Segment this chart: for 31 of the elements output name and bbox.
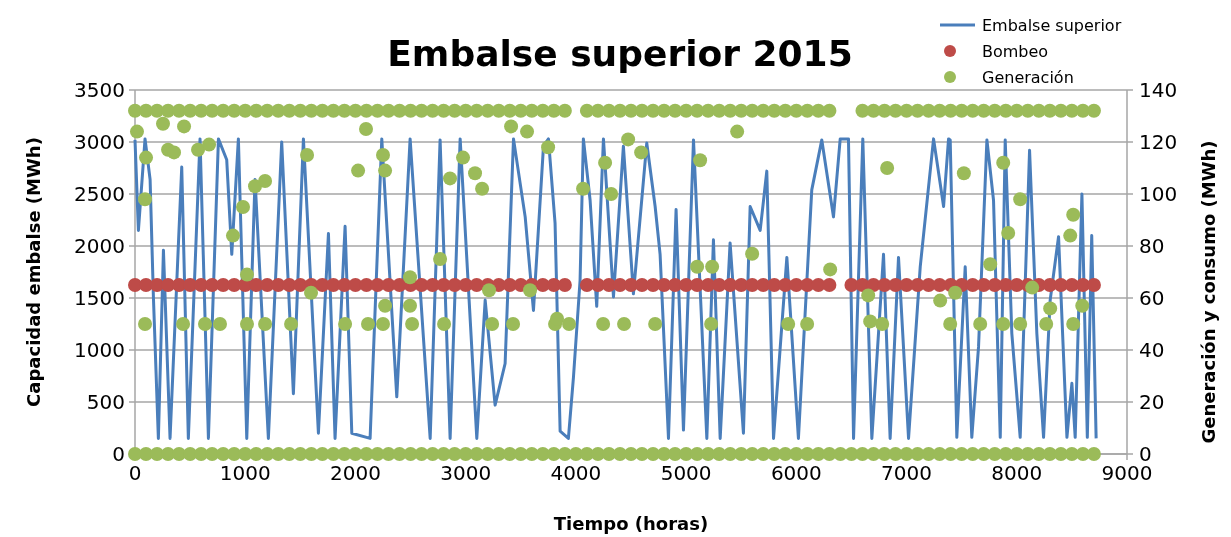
y-tick-label: 2500 <box>74 182 125 206</box>
y2-tick-label: 100 <box>1139 182 1178 206</box>
legend-label: Bombeo <box>982 41 1049 61</box>
y2-tick-label: 140 <box>1139 78 1178 102</box>
y2-tick-label: 20 <box>1139 390 1165 414</box>
y-tick-label: 0 <box>112 442 125 466</box>
x-tick-label: 3000 <box>440 461 492 485</box>
y2-tick-label: 60 <box>1139 286 1165 310</box>
y-axis-title: Capacidad embalse (MWh) <box>23 137 44 407</box>
y-tick-label: 500 <box>86 390 125 414</box>
x-tick-label: 5000 <box>660 461 712 485</box>
y-tick-label: 2000 <box>74 234 125 258</box>
x-axis-title: Tiempo (horas) <box>553 513 709 534</box>
x-tick-label: 8000 <box>991 461 1043 485</box>
y-tick-label: 1000 <box>74 338 125 362</box>
x-tick-label: 4000 <box>550 461 602 485</box>
y-tick-label: 3000 <box>74 130 125 154</box>
legend-label: Generación <box>982 67 1074 87</box>
x-tick-label: 0 <box>128 461 142 485</box>
y2-tick-label: 40 <box>1139 338 1165 362</box>
y2-axis-title: Generación y consumo (MWh) <box>1198 140 1219 444</box>
x-tick-label: 7000 <box>881 461 933 485</box>
y2-tick-label: 120 <box>1139 130 1178 154</box>
x-tick-label: 1000 <box>219 461 271 485</box>
chart-title: Embalse superior 2015 <box>387 33 853 74</box>
legend-label: Embalse superior <box>982 15 1122 35</box>
y-tick-label: 1500 <box>74 286 125 310</box>
y-tick-label: 3500 <box>74 78 125 102</box>
x-tick-label: 6000 <box>770 461 822 485</box>
y2-tick-label: 80 <box>1139 234 1165 258</box>
x-tick-label: 2000 <box>329 461 381 485</box>
